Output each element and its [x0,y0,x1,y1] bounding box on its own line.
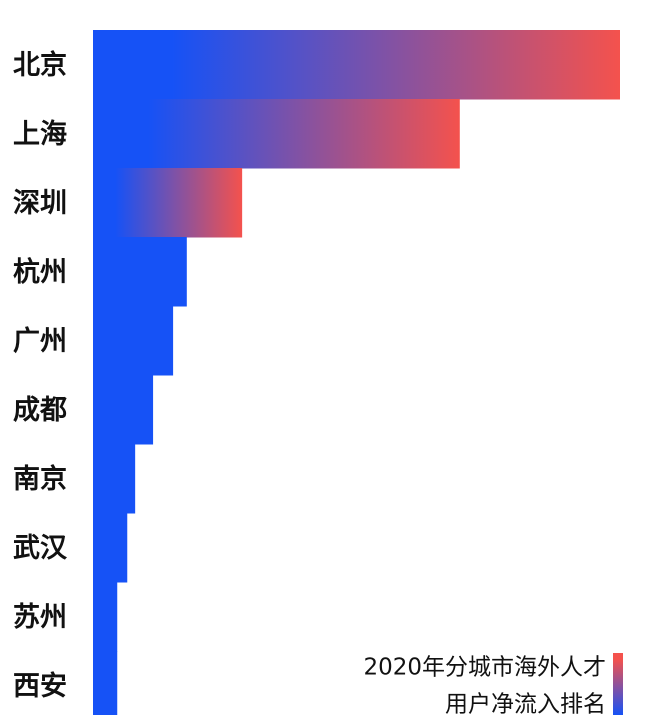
bar [93,237,187,307]
category-label: 广州 [13,326,67,357]
category-label: 北京 [13,49,67,81]
legend-title: 2020年分城市海外人才 [363,655,606,681]
bar [93,444,136,514]
category-label: 苏州 [13,602,67,633]
bar [93,99,460,169]
bar [93,651,118,715]
bar [93,306,174,376]
legend-swatch [613,653,623,715]
legend-title: 用户净流入排名 [445,692,606,715]
bar [93,513,128,583]
bar [93,30,620,100]
category-label: 成都 [13,395,67,426]
category-label: 西安 [13,671,67,702]
category-label: 南京 [13,463,67,495]
category-label: 深圳 [13,188,67,219]
category-label: 武汉 [13,533,68,564]
bar [93,582,118,652]
category-label: 杭州 [13,256,67,288]
category-label: 上海 [13,119,67,150]
bar [93,168,243,238]
bar [93,375,154,445]
